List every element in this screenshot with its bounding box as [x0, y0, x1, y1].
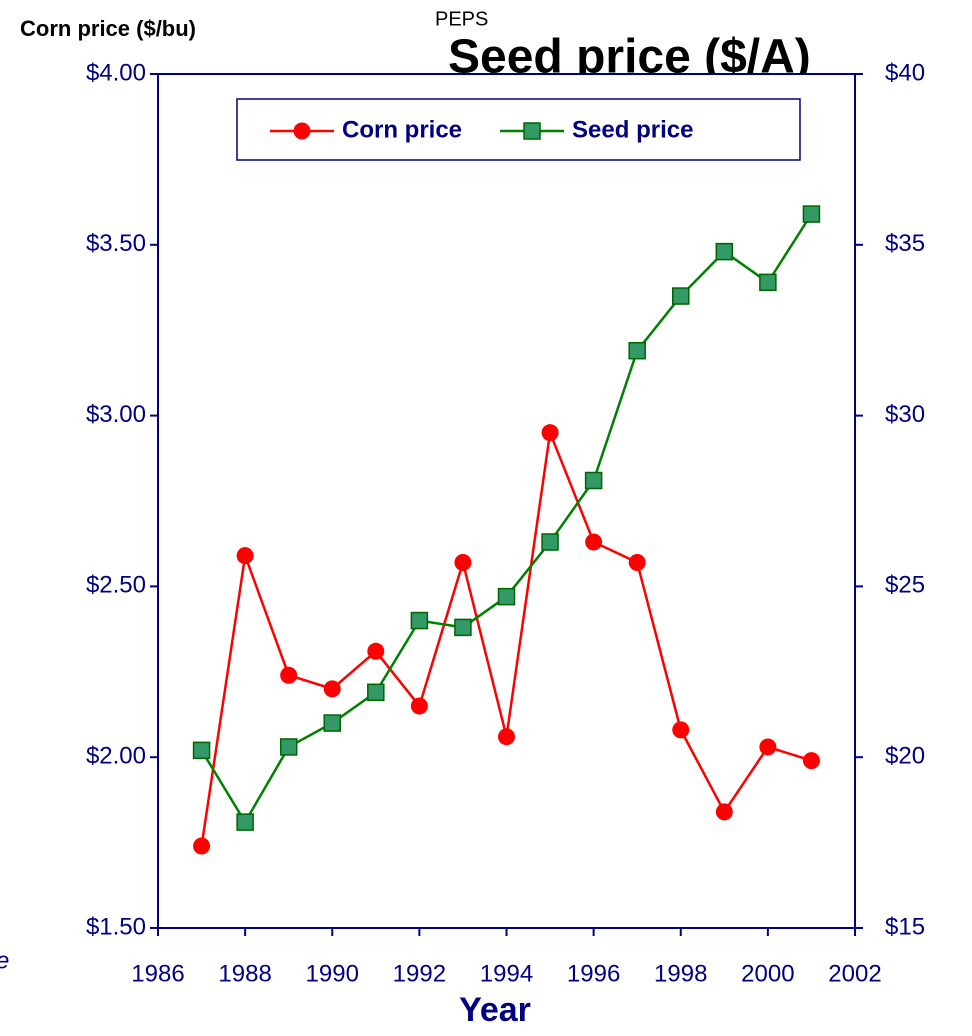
marker: [454, 618, 472, 637]
legend: Corn price Seed price: [236, 98, 801, 161]
marker: [193, 837, 211, 855]
marker: [628, 553, 646, 571]
y2-tick-label: $35: [885, 230, 925, 257]
marker: [236, 547, 254, 565]
marker: [672, 287, 690, 305]
y-tick-label: $2.50: [86, 572, 146, 599]
x-tick-label: 1996: [567, 960, 620, 987]
marker: [323, 680, 341, 698]
marker: [715, 242, 734, 261]
marker: [279, 738, 298, 756]
marker: [454, 553, 472, 571]
x-tick-label: 1986: [131, 960, 184, 987]
y2-tick-label: $20: [885, 743, 925, 770]
legend-marker: [293, 122, 311, 140]
y2-tick-label: $40: [885, 59, 925, 86]
y-tick-label: $3.50: [86, 230, 146, 257]
plot-area: [157, 73, 856, 929]
y2-tick-label: $25: [885, 572, 925, 599]
marker: [410, 611, 429, 630]
marker: [759, 273, 777, 292]
x-tick-label: 1992: [393, 960, 446, 987]
marker: [585, 533, 603, 551]
y-tick-label: $2.00: [86, 743, 146, 770]
legend-label: Seed price: [572, 116, 693, 143]
legend-box: [236, 98, 801, 161]
annotation: e: [0, 947, 9, 974]
marker: [628, 341, 646, 360]
marker: [584, 471, 603, 490]
x-tick-label: 2002: [828, 960, 881, 987]
marker: [715, 803, 733, 821]
marker: [802, 205, 821, 223]
marker: [497, 587, 516, 606]
legend-label: Corn price: [342, 116, 462, 143]
marker: [802, 752, 820, 770]
marker: [541, 533, 559, 551]
x-tick-label: 1988: [218, 960, 271, 987]
marker: [367, 642, 385, 660]
y-axis-label: Corn price ($/bu): [20, 16, 196, 41]
y-tick-label: $4.00: [86, 59, 146, 86]
marker: [759, 738, 777, 756]
legend-marker: [523, 122, 541, 140]
y2-tick-label: $15: [885, 913, 925, 940]
x-tick-label: 2000: [741, 960, 794, 987]
x-tick-label: 1998: [654, 960, 707, 987]
y-tick-label: $3.00: [86, 401, 146, 428]
marker: [192, 741, 211, 760]
marker: [498, 728, 515, 746]
marker: [410, 697, 428, 715]
marker: [323, 714, 341, 732]
subtitle: PEPS: [435, 8, 488, 30]
y-tick-label: $1.50: [86, 913, 146, 940]
marker: [541, 424, 559, 442]
y2-tick-label: $30: [885, 401, 925, 428]
marker: [280, 666, 298, 684]
marker: [672, 721, 690, 739]
x-axis-label: Year: [459, 991, 531, 1029]
x-tick-label: 1994: [480, 960, 533, 987]
x-tick-label: 1990: [306, 960, 359, 987]
marker: [367, 683, 385, 702]
marker: [236, 813, 254, 831]
